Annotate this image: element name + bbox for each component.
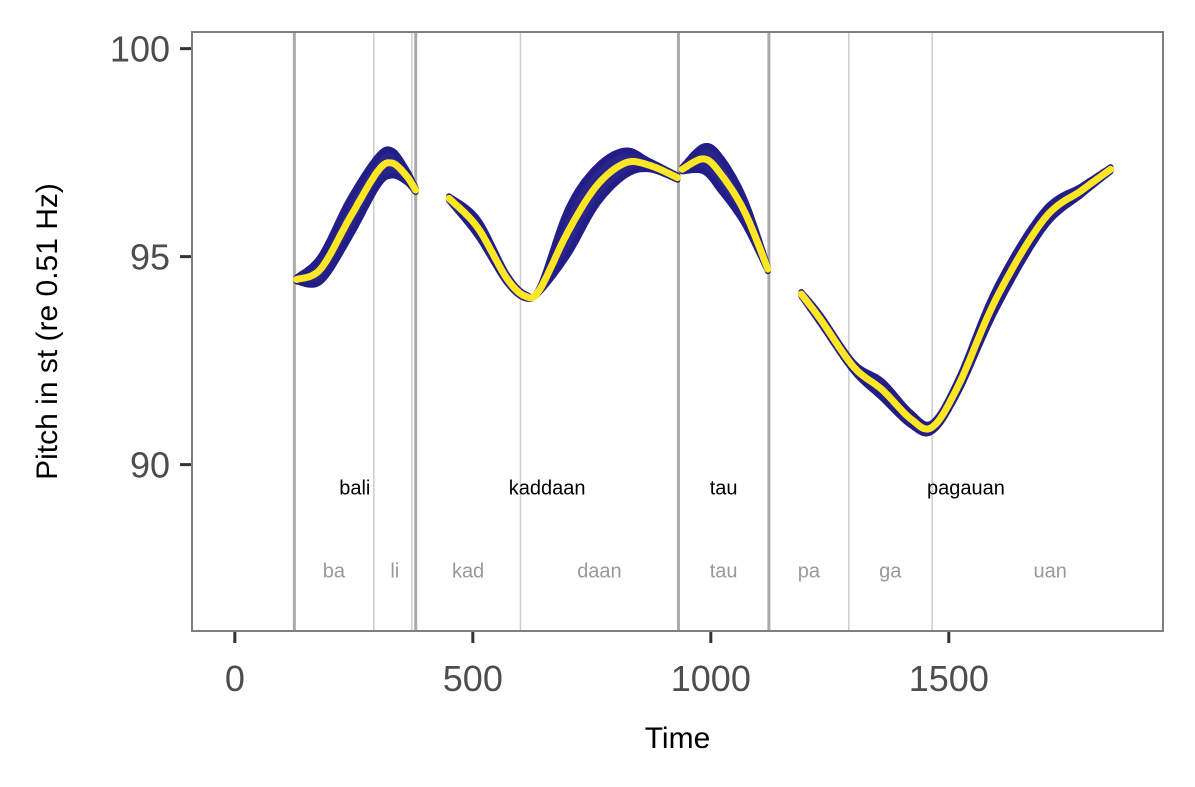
word-label-pagauan: pagauan (927, 477, 1005, 499)
line-kaddaan (445, 158, 681, 302)
x-tick-label-1500: 1500 (909, 658, 989, 699)
x-tick-label-1000: 1000 (671, 658, 751, 699)
tick-labels: 0 500 1000 1500 90 95 100 (110, 29, 989, 699)
panel-border (191, 31, 1164, 632)
syllable-label-ga-6: ga (879, 561, 902, 583)
y-tick-label-100: 100 (110, 29, 170, 70)
line-pagauan (797, 165, 1115, 433)
axis-ticks (180, 31, 1164, 643)
y-tick-label-95: 95 (130, 237, 170, 278)
syllable-label-pa-5: pa (798, 561, 821, 583)
y-axis-title: Pitch in st (re 0.51 Hz) (31, 183, 64, 480)
syllable-label-ba-0: ba (323, 561, 346, 583)
segment-boundaries (292, 32, 933, 631)
y-tick-label-90: 90 (130, 445, 170, 486)
word-label-kaddaan: kaddaan (509, 477, 586, 499)
pitch-lines (293, 155, 1115, 433)
syllable-label-daan-3: daan (577, 561, 622, 583)
syllable-label-tau-4: tau (710, 561, 738, 583)
x-axis-title: Time (645, 722, 711, 755)
syllable-label-li-1: li (390, 561, 399, 583)
line-bali (293, 159, 420, 283)
word-label-tau: tau (710, 477, 738, 499)
line-tau (678, 155, 772, 273)
band-kaddaan (446, 147, 681, 302)
syllable-label-uan-7: uan (1034, 561, 1067, 583)
x-tick-label-0: 0 (225, 658, 245, 699)
x-tick-label-500: 500 (443, 658, 503, 699)
syllable-label-kad-2: kad (452, 561, 484, 583)
word-label-bali: bali (339, 477, 370, 499)
